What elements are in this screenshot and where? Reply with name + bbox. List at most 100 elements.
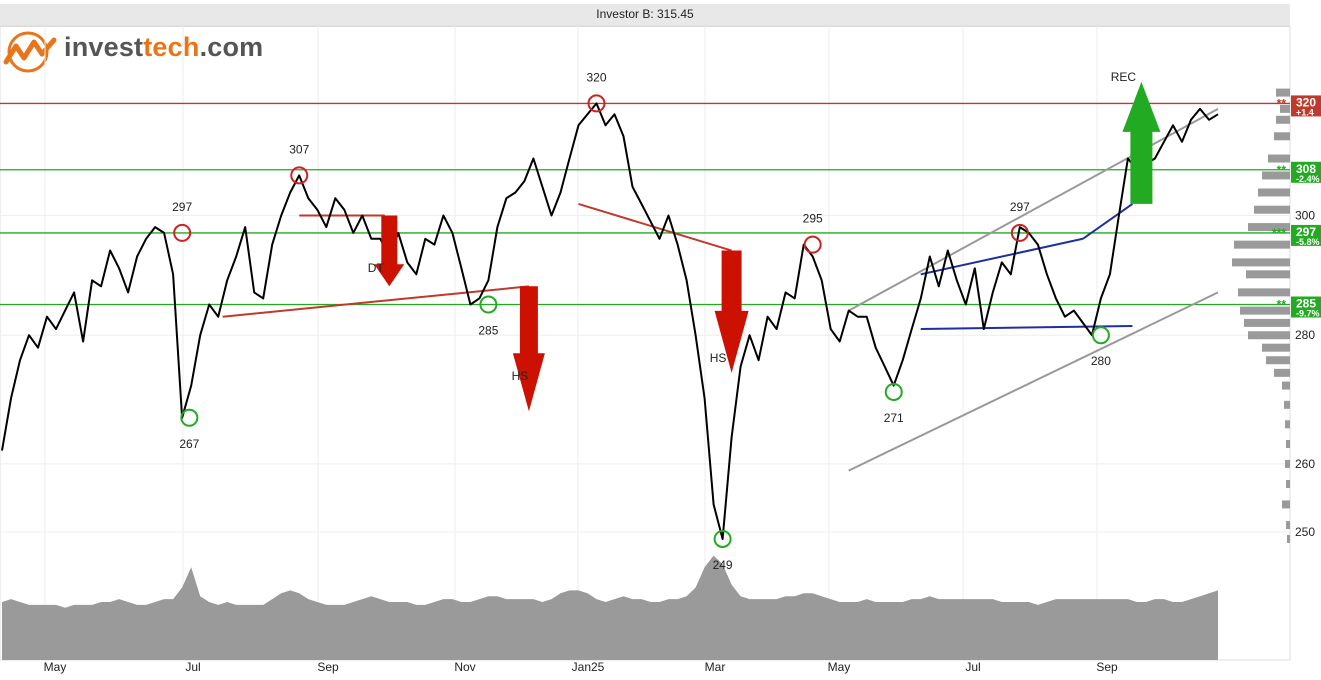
volume-area [2, 555, 1218, 660]
volume-profile-bar [1280, 104, 1290, 113]
level-badge [1291, 296, 1321, 318]
trough-marker [713, 529, 732, 548]
y-tick-label: 260 [1295, 457, 1315, 471]
pattern-label-hs2: HS [710, 351, 727, 365]
volume-profile-bar [1248, 331, 1290, 340]
volume-profile-bar [1268, 154, 1290, 163]
volume-profile-bar [1286, 439, 1290, 448]
peak-label: 297 [1010, 200, 1030, 214]
level-stars: *** [1272, 226, 1286, 240]
level-percent: -5.8% [1296, 237, 1320, 247]
peak-label: 320 [586, 70, 606, 84]
volume-profile-bar [1276, 115, 1290, 124]
peak-label: 307 [289, 142, 309, 156]
trough-marker [180, 408, 199, 427]
volume-profile-bar [1262, 171, 1290, 180]
volume-profile-bar [1274, 132, 1290, 141]
x-tick-label: May [828, 660, 851, 674]
pattern-arrow-dt [374, 215, 405, 287]
pattern-label-rec: REC [1111, 70, 1137, 84]
volume-profile-bar [1234, 240, 1290, 249]
price-line [1, 102, 1219, 540]
trough-label: 267 [179, 437, 199, 451]
volume-profile-bar [1282, 381, 1290, 390]
volume-profile-bar [1238, 288, 1290, 297]
peak-label: 297 [172, 200, 192, 214]
peak-marker [803, 235, 822, 254]
volume-profile-bar [1246, 270, 1290, 279]
pattern-arrow-rec [1122, 81, 1161, 204]
level-stars: ** [1277, 298, 1287, 312]
level-percent: +1.4 [1296, 107, 1314, 117]
level-value: 297 [1296, 225, 1316, 239]
volume-profile-bar [1286, 521, 1290, 530]
trough-marker [1091, 326, 1110, 345]
x-tick-label: Jul [185, 660, 200, 674]
peak-marker [1010, 223, 1029, 242]
pattern-arrow-hs1 [512, 286, 545, 412]
pattern-arrow-hs2 [714, 250, 749, 373]
rect-breakout-line [1082, 203, 1134, 240]
volume-profile-bar [1274, 368, 1290, 377]
pattern-label-hs1: HS [512, 369, 529, 383]
pattern-label-dt: DT [368, 261, 385, 275]
volume-profile-bar [1287, 534, 1290, 543]
volume-profile-bar [1258, 188, 1290, 197]
x-tick-label: Sep [1096, 660, 1118, 674]
channel-lower-line [848, 291, 1219, 472]
level-badge [1291, 224, 1321, 246]
chart-title: Investor B: 315.45 [596, 7, 694, 21]
level-percent: -9.7% [1296, 309, 1320, 319]
trough-marker [479, 295, 498, 314]
x-tick-label: Mar [705, 660, 726, 674]
volume-profile-bar [1240, 306, 1290, 315]
x-tick-label: Jul [965, 660, 980, 674]
volume-profile-bar [1276, 88, 1290, 97]
volume-profile-bar [1262, 343, 1290, 352]
volume-profile-bar [1286, 480, 1290, 489]
peak-marker [173, 223, 192, 242]
volume-profile-bar [1248, 223, 1290, 232]
level-value: 285 [1296, 297, 1316, 311]
level-value: 308 [1296, 162, 1316, 176]
volume-profile-bar [1282, 500, 1290, 509]
channel-upper-line [848, 107, 1219, 312]
level-stars: ** [1277, 163, 1287, 177]
peak-marker [587, 94, 606, 113]
trough-label: 271 [884, 411, 904, 425]
y-tick-label: 280 [1295, 328, 1315, 342]
y-tick-label: 300 [1295, 208, 1315, 222]
volume-profile-bar [1284, 400, 1290, 409]
x-tick-label: Nov [454, 660, 475, 674]
trough-label: 285 [478, 324, 498, 338]
trough-label: 280 [1091, 354, 1111, 368]
volume-profile-bar [1244, 318, 1290, 327]
peak-label: 295 [803, 212, 823, 226]
rect-bottom-line [920, 324, 1133, 331]
level-badge [1291, 161, 1321, 183]
peak-marker [290, 166, 309, 185]
level-value: 320 [1296, 95, 1316, 109]
investtech-logo-icon [3, 31, 57, 73]
level-percent: -2.4% [1296, 174, 1320, 184]
level-stars: ** [1277, 96, 1287, 110]
volume-profile-bar [1254, 205, 1290, 214]
rect-top-line [920, 237, 1084, 276]
level-badge [1291, 95, 1321, 117]
y-tick-label: 250 [1295, 525, 1315, 539]
trough-label: 249 [713, 558, 733, 572]
dt-neckline [222, 285, 530, 318]
brand-suffix: .com [199, 32, 264, 62]
brand-name: investtech.com [64, 32, 263, 63]
x-tick-label: Jan25 [572, 660, 605, 674]
volume-profile-bar [1285, 459, 1290, 468]
brand-accent: tech [143, 32, 200, 62]
hs-neckline [578, 202, 732, 252]
brand-prefix: invest [64, 32, 144, 62]
volume-profile-bar [1285, 420, 1290, 429]
x-tick-label: May [44, 660, 67, 674]
volume-profile-bar [1266, 356, 1290, 365]
trough-marker [884, 382, 903, 401]
volume-profile-bar [1232, 258, 1290, 267]
